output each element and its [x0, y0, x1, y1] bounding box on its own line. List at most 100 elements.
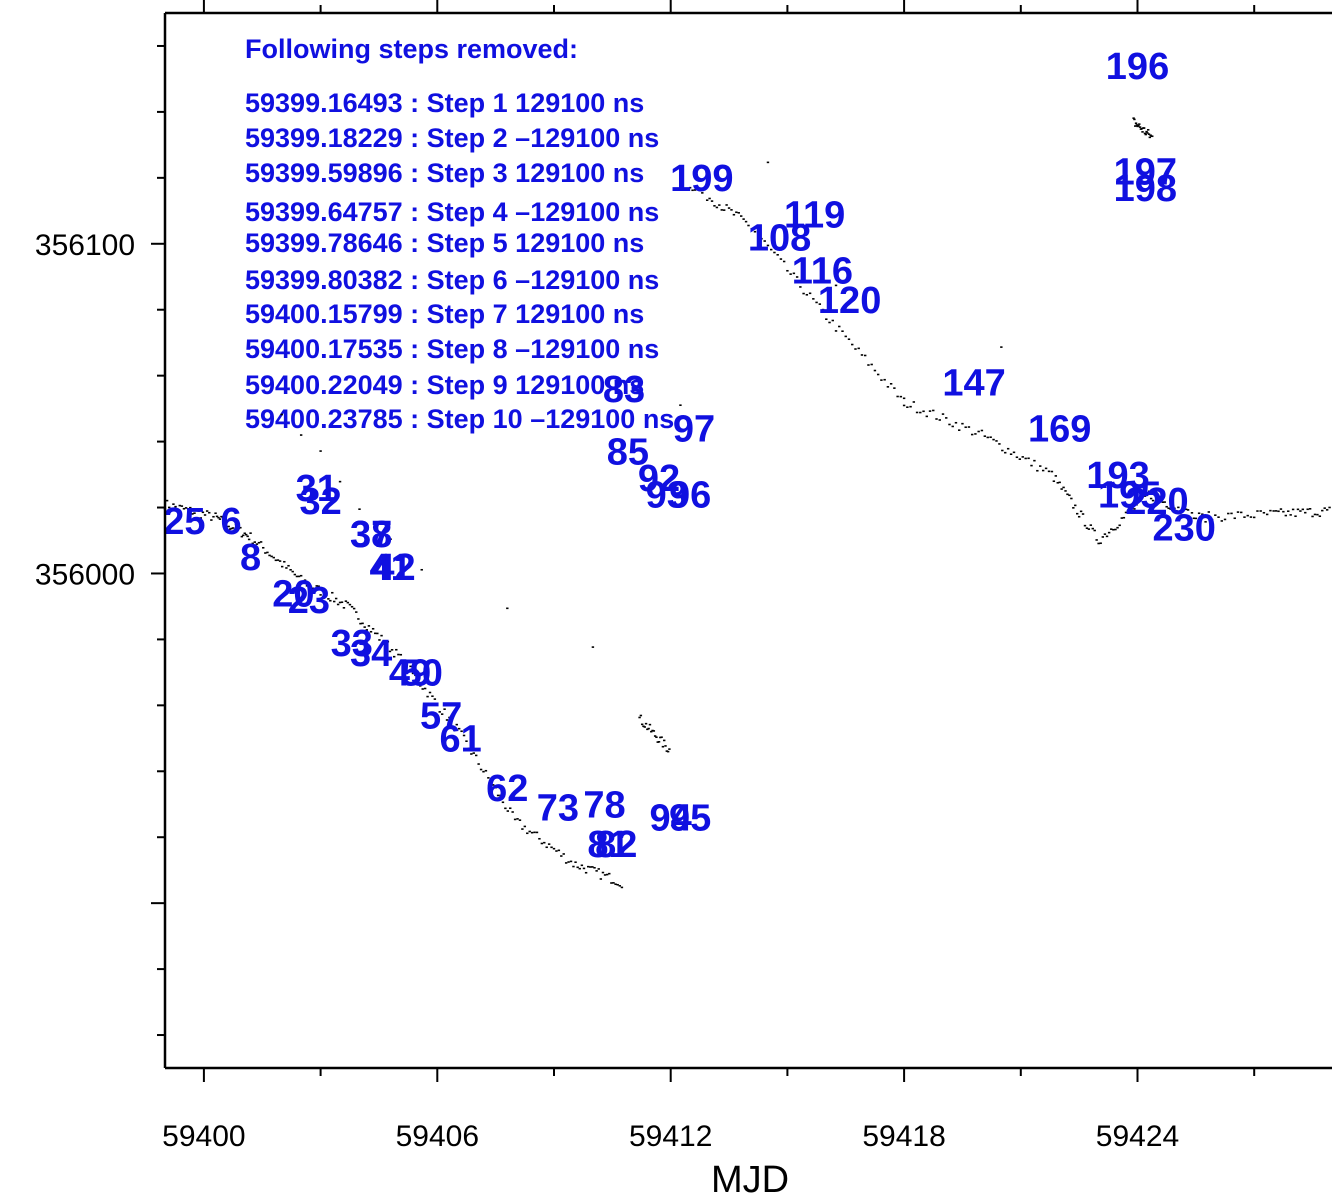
- data-point: [928, 410, 932, 412]
- data-point: [1064, 490, 1067, 492]
- data-point: [1301, 508, 1305, 511]
- data-point: [214, 512, 217, 515]
- data-point: [825, 318, 828, 321]
- data-point: [367, 625, 371, 627]
- data-point: [603, 874, 607, 876]
- data-point: [317, 585, 320, 588]
- data-point: [526, 832, 529, 835]
- data-point: [511, 811, 514, 813]
- y-tick-label: 356000: [35, 558, 135, 591]
- data-point: [170, 507, 173, 510]
- point-label: 196: [1106, 46, 1169, 88]
- data-point: [355, 611, 358, 613]
- data-point: [1027, 457, 1030, 460]
- data-point: [174, 505, 177, 508]
- data-point: [1144, 133, 1147, 136]
- data-point: [223, 522, 226, 525]
- data-point: [638, 716, 641, 719]
- point-label: 97: [673, 409, 715, 451]
- data-point: [414, 674, 417, 677]
- data-point: [230, 527, 233, 530]
- data-point: [363, 626, 366, 628]
- data-point: [576, 866, 579, 869]
- point-label: 61: [439, 719, 481, 761]
- point-label: 32: [299, 481, 341, 523]
- data-point: [1077, 515, 1081, 518]
- data-point: [467, 747, 471, 750]
- data-point: [342, 607, 346, 609]
- data-point: [445, 719, 449, 721]
- data-point: [390, 649, 394, 651]
- data-point: [659, 736, 662, 739]
- data-point: [643, 726, 646, 728]
- data-point: [995, 440, 998, 442]
- data-point: [535, 831, 539, 834]
- data-point: [851, 343, 854, 346]
- data-point: [1182, 515, 1186, 518]
- data-point: [773, 251, 776, 254]
- data-point: [1018, 458, 1022, 460]
- data-point: [1021, 456, 1024, 458]
- point-label: 198: [1114, 168, 1177, 210]
- data-point: [191, 513, 194, 515]
- data-point: [533, 831, 536, 834]
- data-point: [186, 508, 190, 510]
- data-point: [1282, 510, 1285, 513]
- data-point: [763, 240, 766, 242]
- data-point: [423, 687, 427, 690]
- data-point: [1217, 516, 1220, 518]
- data-point: [902, 397, 906, 400]
- data-point: [409, 665, 412, 668]
- data-point: [259, 541, 263, 543]
- data-point: [371, 627, 375, 630]
- data-point: [1299, 510, 1302, 512]
- data-point: [1133, 118, 1136, 121]
- data-point: [977, 430, 980, 433]
- data-point: [1159, 498, 1163, 501]
- data-point: [1233, 517, 1236, 520]
- data-point: [243, 532, 246, 535]
- point-label: 94: [650, 798, 692, 840]
- data-point: [1122, 516, 1126, 519]
- x-tick-label: 59406: [396, 1120, 479, 1153]
- data-point: [311, 587, 315, 590]
- data-point: [426, 695, 429, 698]
- data-point: [1262, 511, 1266, 514]
- data-point: [1012, 451, 1016, 454]
- data-point: [893, 387, 896, 389]
- data-point: [951, 425, 954, 428]
- data-point: [802, 292, 805, 295]
- point-label: 31: [296, 468, 338, 510]
- data-point: [1151, 135, 1154, 138]
- data-point: [460, 730, 463, 733]
- data-point: [416, 681, 420, 684]
- data-point: [1047, 470, 1051, 473]
- data-point: [1099, 542, 1102, 545]
- data-point: [1153, 494, 1157, 496]
- point-label: 120: [818, 280, 881, 322]
- data-point: [779, 258, 783, 260]
- data-point: [591, 866, 594, 868]
- data-point: [992, 438, 995, 441]
- data-point: [618, 885, 622, 887]
- data-point: [172, 503, 175, 505]
- data-point: [591, 646, 595, 648]
- data-point: [465, 740, 468, 742]
- data-point: [1274, 510, 1278, 512]
- data-point: [545, 846, 548, 849]
- data-point: [309, 586, 313, 588]
- data-point: [1131, 506, 1134, 509]
- data-point: [1112, 528, 1115, 531]
- data-point: [521, 828, 524, 830]
- data-point: [291, 570, 294, 573]
- data-point: [436, 703, 439, 706]
- data-point: [358, 508, 361, 510]
- data-point: [305, 585, 309, 587]
- data-point: [1006, 447, 1010, 450]
- data-point: [262, 546, 265, 549]
- data-point: [1114, 528, 1117, 531]
- data-point: [660, 736, 663, 738]
- data-point: [569, 860, 573, 863]
- data-point: [1097, 542, 1100, 545]
